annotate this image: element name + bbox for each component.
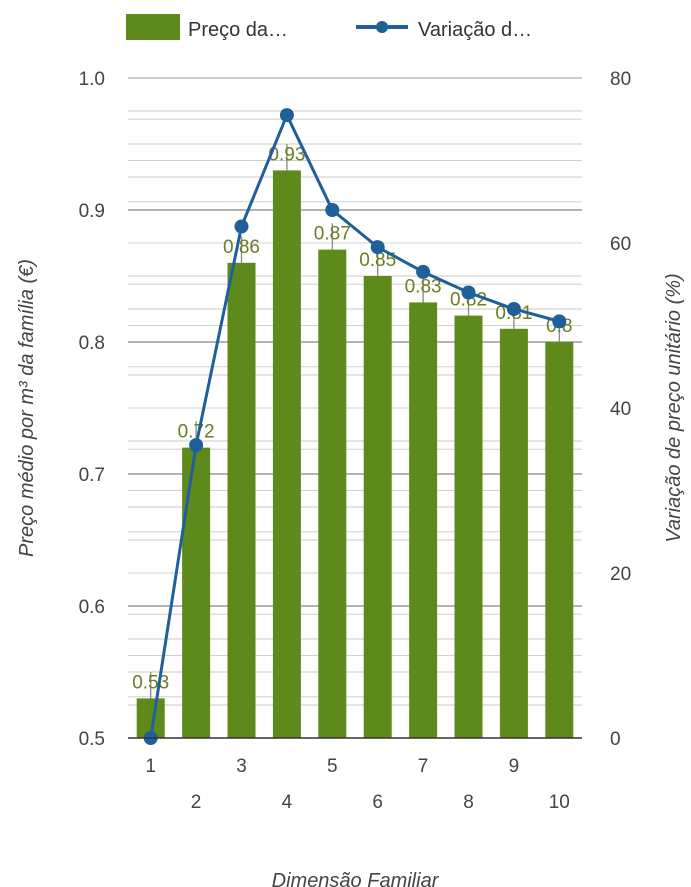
line-point [416,264,431,279]
x-axis: 1 2 3 4 5 6 7 8 9 10 [145,756,569,813]
y2-tick-label: 0 [610,729,621,750]
line-point [325,203,340,217]
line-point [370,240,385,255]
x-tick-label: 7 [418,756,429,777]
bar [363,276,392,738]
bar [545,342,574,738]
x-tick-label: 2 [191,792,202,813]
line-point [279,108,294,123]
bar [182,447,211,738]
line-point [552,314,567,329]
line-point [506,302,521,316]
y-tick-label: 0.6 [79,597,105,618]
y-tick-label: 0.5 [79,729,105,750]
bar-data-label: 0.72 [178,422,215,443]
x-tick-label: 6 [372,792,383,813]
x-tick-label: 3 [236,756,247,777]
y2-tick-label: 60 [610,234,631,255]
bar [409,302,438,738]
legend-bar-label: Preço da… [188,19,288,41]
bar [318,249,347,738]
bar-data-label: 0.53 [132,672,169,693]
line-point [461,285,476,300]
legend-line-marker [376,21,388,33]
x-axis-title: Dimensão Familiar [272,870,440,887]
bar-data-label: 0.87 [314,224,351,245]
line-series [143,108,567,745]
bar-data-label: 0.93 [268,144,305,165]
y-tick-label: 1.0 [79,69,105,90]
line-point [234,219,249,234]
bars [136,170,574,738]
x-tick-label: 10 [549,792,570,813]
y-axis-title: Preço médio por m³ da família (€) [16,259,38,557]
y2-axis-title: Variação de preço unitário (%) [663,273,685,542]
x-tick-label: 1 [145,756,156,777]
legend-bar-swatch [126,14,180,40]
bar [454,315,483,738]
bar [272,170,301,738]
y-tick-label: 0.9 [79,201,105,222]
x-tick-label: 4 [282,792,293,813]
series-line [149,111,560,739]
y2-tick-label: 20 [610,564,631,585]
line-point [189,438,204,453]
y-tick-label: 0.8 [79,333,105,354]
bar [499,328,528,738]
y-tick-label: 0.7 [79,465,105,486]
y2-tick-label: 40 [610,399,631,420]
y-axis-left: 0.5 0.6 0.7 0.8 0.9 1.0 [79,69,105,750]
legend-line-label: Variação d… [418,19,532,41]
x-tick-label: 9 [509,756,520,777]
x-tick-label: 8 [463,792,474,813]
x-tick-label: 5 [327,756,338,777]
bar-data-label: 0.85 [359,250,396,271]
bar-data-label: 0.86 [223,237,260,258]
bar-data-label: 0.83 [405,276,442,297]
y2-tick-label: 80 [610,69,631,90]
y-axis-right: 0 20 40 60 80 [610,69,631,750]
bar [227,262,256,738]
legend: Preço da… Variação d… [126,14,532,41]
bar-labels: 0.530.720.860.930.870.850.830.820.810.8 [132,144,572,693]
